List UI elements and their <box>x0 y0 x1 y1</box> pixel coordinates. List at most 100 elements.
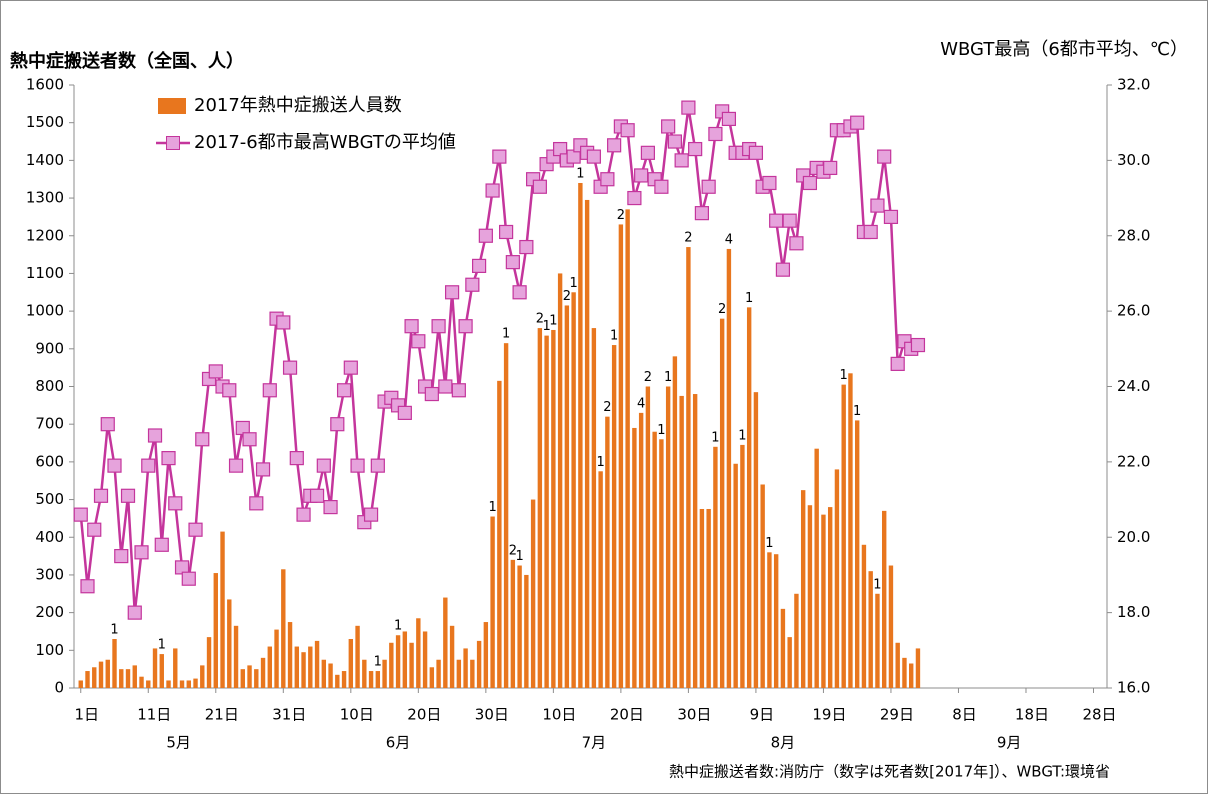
death-label: 1 <box>502 327 510 342</box>
x-tick-label: 20日 <box>610 706 644 724</box>
x-tick-label: 30日 <box>677 706 711 724</box>
bar <box>578 182 583 689</box>
death-label: 1 <box>873 577 881 592</box>
bar <box>287 622 293 688</box>
bar <box>510 559 516 688</box>
bar <box>308 646 313 688</box>
bar <box>659 439 664 688</box>
marker <box>769 213 784 228</box>
death-label: 1 <box>711 430 719 445</box>
marker <box>249 496 264 511</box>
bar <box>449 625 455 688</box>
bar <box>119 669 124 688</box>
marker <box>465 277 480 292</box>
marker <box>255 462 271 477</box>
y-tick-label: 1200 <box>26 226 64 244</box>
marker <box>296 507 311 522</box>
bar <box>490 516 495 688</box>
y-tick-label: 900 <box>35 339 64 357</box>
marker <box>634 168 649 183</box>
bar <box>416 618 421 688</box>
death-label: 1 <box>394 619 402 634</box>
bar <box>638 412 644 688</box>
legend-label: 2017年熱中症搬送人員数 <box>194 95 402 116</box>
bar <box>719 318 725 688</box>
marker <box>883 209 899 225</box>
bar <box>888 565 894 688</box>
bar <box>726 248 732 689</box>
marker <box>694 206 710 221</box>
y-tick-label: 1600 <box>26 76 64 94</box>
bar <box>517 565 522 688</box>
y2-tick-label: 18.0 <box>1117 603 1150 621</box>
marker <box>674 153 689 168</box>
bar <box>125 669 131 688</box>
month-label: 9月 <box>997 734 1022 752</box>
bar <box>497 380 502 688</box>
bar <box>112 639 117 688</box>
bar <box>665 386 671 688</box>
marker <box>228 458 244 473</box>
marker <box>87 522 102 537</box>
death-label: 1 <box>515 549 523 564</box>
y-axis-title: 熱中症搬送者数（全国、人） <box>10 50 244 72</box>
death-label: 1 <box>596 455 604 470</box>
y2-tick-label: 28.0 <box>1117 226 1150 244</box>
y2-tick-label: 30.0 <box>1117 151 1150 169</box>
marker <box>519 239 534 255</box>
y-tick-label: 1500 <box>26 113 64 131</box>
source-note: 熱中症搬送者数:消防庁（数字は死者数[2017年]）、WBGT:環境省 <box>669 763 1110 781</box>
death-label: 2 <box>644 370 652 385</box>
bar <box>78 680 83 688</box>
marker <box>532 179 547 194</box>
y-tick-label: 500 <box>35 490 64 508</box>
marker <box>168 496 183 511</box>
bar <box>773 554 779 688</box>
y2-tick-label: 20.0 <box>1117 528 1150 546</box>
marker <box>458 319 473 334</box>
bar <box>524 574 529 688</box>
marker <box>505 255 520 270</box>
marker <box>471 258 487 273</box>
y-tick-label: 600 <box>35 452 64 470</box>
legend-marker <box>166 136 180 150</box>
death-label: 1 <box>569 276 577 291</box>
bar <box>848 373 853 688</box>
bar <box>841 384 846 688</box>
y-tick-label: 300 <box>35 565 64 583</box>
bar <box>476 640 482 688</box>
bar <box>105 659 110 688</box>
x-tick-label: 8日 <box>952 706 977 724</box>
y-tick-label: 700 <box>35 415 64 433</box>
death-label: 2 <box>718 302 726 317</box>
bar <box>206 637 212 688</box>
y-tick-label: 1400 <box>26 151 64 169</box>
marker <box>276 315 291 330</box>
death-label: 4 <box>725 232 733 247</box>
bar <box>152 648 158 688</box>
bar <box>166 680 171 688</box>
marker <box>309 488 325 503</box>
marker <box>73 507 88 522</box>
marker <box>721 111 737 127</box>
bar <box>544 335 549 688</box>
bar <box>267 646 272 688</box>
marker <box>492 149 507 164</box>
marker <box>681 100 696 115</box>
bar <box>895 642 900 688</box>
bar <box>571 292 576 688</box>
bar <box>240 669 245 688</box>
bar <box>598 471 603 688</box>
marker <box>282 360 298 375</box>
y-tick-label: 100 <box>35 641 64 659</box>
death-label: 2 <box>617 208 625 223</box>
bar <box>193 678 198 688</box>
bar <box>814 448 819 688</box>
marker <box>80 579 95 594</box>
marker <box>208 364 223 379</box>
y-tick-label: 400 <box>35 528 64 546</box>
bar <box>341 671 347 688</box>
marker <box>363 507 379 522</box>
x-tick-label: 28日 <box>1082 706 1116 724</box>
